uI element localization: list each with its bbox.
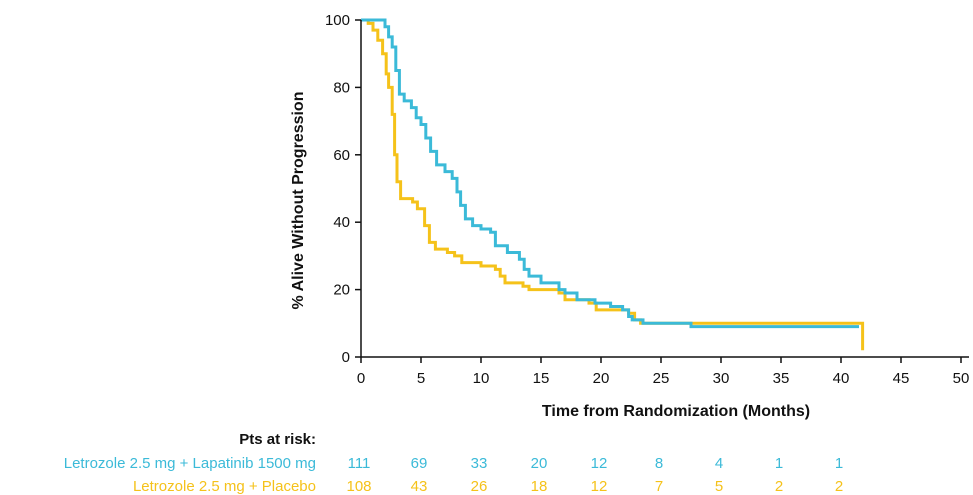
risk-count: 111	[348, 455, 371, 472]
x-tick-label: 0	[357, 370, 365, 387]
y-axis-title: % Alive Without Progression	[290, 92, 307, 310]
risk-count: 43	[411, 478, 428, 495]
x-tick-label: 5	[417, 370, 425, 387]
x-axis-title: Time from Randomization (Months)	[542, 403, 810, 420]
risk-count: 69	[411, 455, 428, 472]
x-tick-label: 15	[533, 370, 550, 387]
risk-count: 1	[835, 455, 843, 472]
axes	[360, 20, 969, 358]
risk-table: Pts at risk: Letrozole 2.5 mg + Lapatini…	[64, 431, 843, 495]
x-tick-label: 45	[893, 370, 910, 387]
risk-count: 20	[531, 455, 548, 472]
risk-count: 18	[531, 478, 548, 495]
survival-curves	[361, 18, 865, 351]
risk-count: 8	[655, 455, 663, 472]
x-tick-label: 10	[473, 370, 490, 387]
risk-count: 2	[775, 478, 783, 495]
risk-count: 7	[655, 478, 663, 495]
y-tick-label: 20	[333, 282, 350, 299]
x-axis-ticks: 0 5 10 15 20 25 30 35 40 45 50	[357, 357, 970, 387]
risk-count: 2	[835, 478, 843, 495]
risk-count: 108	[346, 478, 371, 495]
risk-count: 4	[715, 455, 723, 472]
risk-count: 12	[591, 455, 608, 472]
risk-count: 26	[471, 478, 488, 495]
x-tick-label: 50	[953, 370, 970, 387]
risk-table-title: Pts at risk:	[239, 431, 316, 448]
risk-count: 33	[471, 455, 488, 472]
y-axis-ticks: 0 20 40 60 80 100	[325, 12, 361, 366]
risk-row-label: Letrozole 2.5 mg + Placebo	[133, 478, 316, 495]
risk-count: 5	[715, 478, 723, 495]
survival-curve-2	[361, 18, 865, 351]
risk-row-label: Letrozole 2.5 mg + Lapatinib 1500 mg	[64, 455, 316, 472]
x-tick-label: 40	[833, 370, 850, 387]
risk-count: 12	[591, 478, 608, 495]
survival-curve-1	[361, 18, 859, 329]
y-tick-label: 60	[333, 147, 350, 164]
x-tick-label: 35	[773, 370, 790, 387]
x-tick-label: 30	[713, 370, 730, 387]
x-tick-label: 25	[653, 370, 670, 387]
x-tick-label: 20	[593, 370, 610, 387]
y-tick-label: 40	[333, 214, 350, 231]
risk-count: 1	[775, 455, 783, 472]
y-tick-label: 80	[333, 79, 350, 96]
y-tick-label: 100	[325, 12, 350, 29]
y-tick-label: 0	[342, 349, 350, 366]
